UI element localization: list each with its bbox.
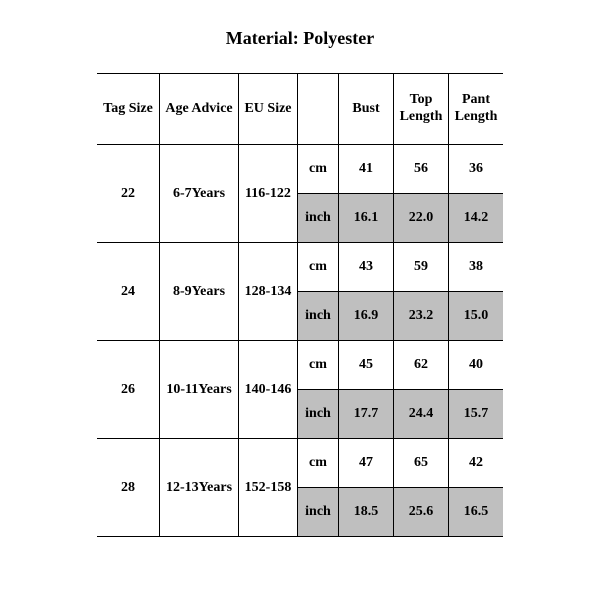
- cell-tag: 24: [97, 243, 160, 341]
- cell-top: 62: [394, 341, 449, 390]
- cell-eu: 116-122: [239, 145, 298, 243]
- cell-eu: 128-134: [239, 243, 298, 341]
- cell-top: 59: [394, 243, 449, 292]
- col-tag-size: Tag Size: [97, 74, 160, 145]
- cell-pant: 36: [449, 145, 504, 194]
- col-bust: Bust: [339, 74, 394, 145]
- cell-bust: 16.1: [339, 194, 394, 243]
- cell-unit-cm: cm: [298, 439, 339, 488]
- cell-unit-cm: cm: [298, 341, 339, 390]
- cell-bust: 16.9: [339, 292, 394, 341]
- cell-age: 6-7Years: [160, 145, 239, 243]
- col-top-length: Top Length: [394, 74, 449, 145]
- cell-unit-inch: inch: [298, 292, 339, 341]
- cell-unit-inch: inch: [298, 488, 339, 537]
- cell-unit-inch: inch: [298, 390, 339, 439]
- cell-unit-inch: inch: [298, 194, 339, 243]
- cell-unit-cm: cm: [298, 145, 339, 194]
- table-row: 28 12-13Years 152-158 cm 47 65 42: [97, 439, 503, 488]
- cell-bust: 41: [339, 145, 394, 194]
- col-unit: [298, 74, 339, 145]
- cell-tag: 28: [97, 439, 160, 537]
- cell-top: 56: [394, 145, 449, 194]
- cell-pant: 38: [449, 243, 504, 292]
- cell-pant: 14.2: [449, 194, 504, 243]
- cell-top: 22.0: [394, 194, 449, 243]
- table-row: 24 8-9Years 128-134 cm 43 59 38: [97, 243, 503, 292]
- cell-top: 23.2: [394, 292, 449, 341]
- cell-bust: 43: [339, 243, 394, 292]
- cell-eu: 152-158: [239, 439, 298, 537]
- table-header-row: Tag Size Age Advice EU Size Bust Top Len…: [97, 74, 503, 145]
- cell-tag: 22: [97, 145, 160, 243]
- cell-top: 24.4: [394, 390, 449, 439]
- cell-age: 8-9Years: [160, 243, 239, 341]
- cell-pant: 16.5: [449, 488, 504, 537]
- cell-pant: 15.7: [449, 390, 504, 439]
- col-age-advice: Age Advice: [160, 74, 239, 145]
- cell-age: 12-13Years: [160, 439, 239, 537]
- col-eu-size: EU Size: [239, 74, 298, 145]
- page-title: Material: Polyester: [0, 28, 600, 49]
- size-table: Tag Size Age Advice EU Size Bust Top Len…: [97, 73, 503, 537]
- cell-top: 25.6: [394, 488, 449, 537]
- page: Material: Polyester Tag Size Age Advice …: [0, 0, 600, 600]
- cell-eu: 140-146: [239, 341, 298, 439]
- cell-top: 65: [394, 439, 449, 488]
- cell-age: 10-11Years: [160, 341, 239, 439]
- table-row: 26 10-11Years 140-146 cm 45 62 40: [97, 341, 503, 390]
- cell-pant: 42: [449, 439, 504, 488]
- col-pant-length: Pant Length: [449, 74, 504, 145]
- cell-pant: 15.0: [449, 292, 504, 341]
- cell-unit-cm: cm: [298, 243, 339, 292]
- cell-bust: 18.5: [339, 488, 394, 537]
- table-row: 22 6-7Years 116-122 cm 41 56 36: [97, 145, 503, 194]
- cell-pant: 40: [449, 341, 504, 390]
- cell-bust: 47: [339, 439, 394, 488]
- cell-bust: 17.7: [339, 390, 394, 439]
- cell-bust: 45: [339, 341, 394, 390]
- cell-tag: 26: [97, 341, 160, 439]
